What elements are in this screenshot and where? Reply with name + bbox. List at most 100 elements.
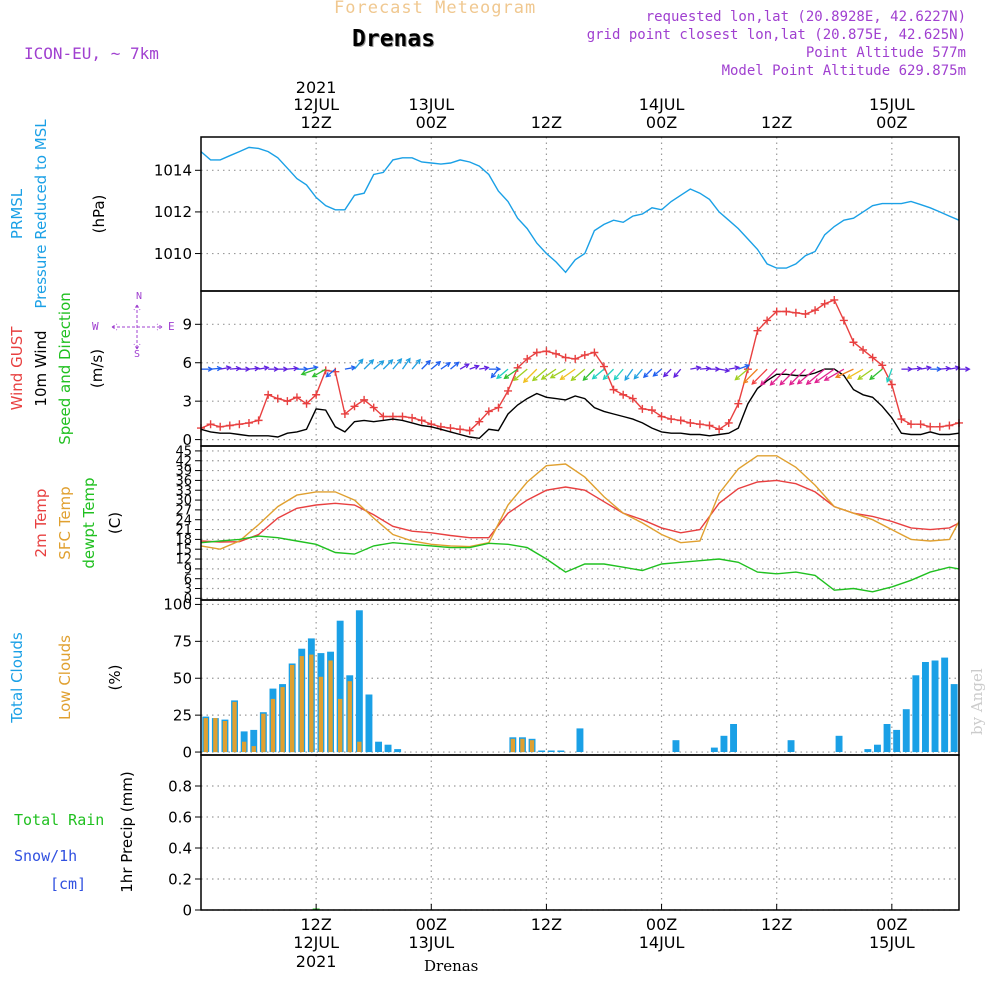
- top-date-label: 15JUL: [869, 95, 915, 114]
- cloud-bar: [280, 687, 285, 753]
- wind-arrow-head: [823, 375, 830, 381]
- wind-arrow-head: [724, 367, 731, 373]
- wind-arrow: [603, 368, 615, 380]
- model-altitude: Model Point Altitude 629.875m: [721, 63, 966, 79]
- wind-arrow: [797, 368, 816, 385]
- panel-label: Wind GUST: [8, 326, 26, 411]
- precip-snow-unit: [cm]: [50, 875, 86, 893]
- wind-arrow: [814, 368, 835, 384]
- wind-arrow-head: [283, 366, 289, 372]
- wind-arrow: [550, 368, 566, 379]
- compass-w: W: [92, 320, 99, 333]
- gust-marker: [935, 422, 944, 431]
- gust-marker: [590, 348, 599, 357]
- cloud-bar: [902, 709, 910, 752]
- gust-marker: [561, 353, 570, 362]
- gust-marker: [302, 399, 311, 408]
- y-tick-label: 3: [182, 392, 192, 410]
- gust-marker: [695, 420, 704, 429]
- cloud-bar: [730, 724, 737, 752]
- wind-arrow-head: [325, 372, 331, 378]
- cloud-bar: [547, 750, 555, 752]
- wind-arrow-head: [387, 359, 394, 365]
- top-time-label: 00Z: [646, 113, 677, 132]
- wind-arrow: [401, 358, 411, 370]
- wind-arrow: [248, 367, 259, 370]
- wind-arrow: [523, 368, 538, 383]
- cloud-bar: [250, 729, 258, 752]
- wind-arrow-head: [435, 360, 442, 367]
- wind-arrow: [910, 367, 922, 370]
- cloud-bar: [576, 728, 584, 752]
- wind-arrow-head: [695, 365, 702, 371]
- y-tick-label: 36: [175, 474, 192, 489]
- gust-marker: [791, 308, 800, 317]
- wind-arrow: [513, 368, 528, 381]
- station-title: Drenas: [352, 26, 436, 52]
- wind-arrow: [728, 366, 739, 370]
- compass-s: S: [134, 349, 140, 360]
- cloud-bar: [355, 610, 363, 752]
- wind-arrow-head: [396, 358, 403, 364]
- gust-marker: [513, 363, 522, 372]
- panel-frame: [200, 754, 960, 911]
- wind-arrow: [220, 366, 231, 370]
- gust-marker: [475, 417, 484, 426]
- gust-marker: [638, 404, 647, 413]
- wind-arrow: [949, 366, 960, 370]
- panel-label: (%): [106, 665, 124, 691]
- wind-arrow-head: [254, 365, 261, 372]
- precip-axis-label: 1hr Precip (mm): [118, 771, 136, 892]
- gust-marker: [782, 307, 791, 316]
- gust-marker: [811, 306, 820, 315]
- y-tick-label: 15: [175, 543, 192, 558]
- wind-arrow-head: [834, 373, 841, 379]
- gust-marker: [859, 345, 868, 354]
- gust-marker: [868, 353, 877, 362]
- y-tick-label: 0: [182, 743, 192, 761]
- gust-marker: [206, 420, 215, 429]
- cloud-bar: [720, 735, 728, 752]
- gust-marker: [849, 338, 858, 347]
- y-tick-label: 42: [175, 454, 192, 469]
- wind-arrow: [643, 368, 653, 378]
- cloud-bar: [912, 675, 920, 753]
- top-year-label: 2021: [296, 78, 337, 97]
- gust-marker: [705, 421, 714, 430]
- wind-arrow-head: [642, 372, 649, 379]
- wind-arrow: [312, 368, 327, 378]
- y-tick-label: 33: [175, 484, 192, 499]
- y-tick-label: 25: [173, 706, 192, 724]
- cloud-bar: [251, 746, 256, 752]
- cloud-bar: [336, 620, 344, 753]
- wind-arrow-head: [293, 365, 299, 372]
- gust-marker: [820, 299, 829, 308]
- cloud-bar: [864, 749, 872, 753]
- gust-marker: [772, 307, 781, 316]
- gust-marker: [244, 418, 253, 427]
- bottom-year-label: 2021: [296, 952, 337, 971]
- wind-arrow-head: [742, 378, 749, 384]
- gust-marker: [398, 412, 407, 421]
- gust-marker: [494, 403, 503, 412]
- cloud-bar: [357, 741, 362, 752]
- wind-arrow-head: [734, 375, 740, 381]
- gust-marker: [340, 409, 349, 418]
- wind-arrow: [857, 368, 874, 380]
- wind-arrow-head: [549, 373, 556, 379]
- wind-arrow-head: [788, 380, 795, 386]
- bottom-date-label: 13JUL: [408, 933, 454, 952]
- cloud-bar: [883, 724, 891, 752]
- precip-rain-label: Total Rain: [14, 811, 104, 829]
- cloud-bar: [309, 654, 314, 752]
- model-label: ICON-EU, ~ 7km: [24, 44, 159, 63]
- wind-arrow: [738, 364, 750, 370]
- panel-label: (hPa): [90, 195, 108, 234]
- series-line: [200, 535, 960, 593]
- gust-marker: [369, 403, 378, 412]
- wind-arrow: [939, 367, 950, 370]
- wind-arrow-head: [378, 360, 385, 366]
- wind-arrow: [751, 368, 768, 385]
- wind-arrow: [760, 368, 778, 386]
